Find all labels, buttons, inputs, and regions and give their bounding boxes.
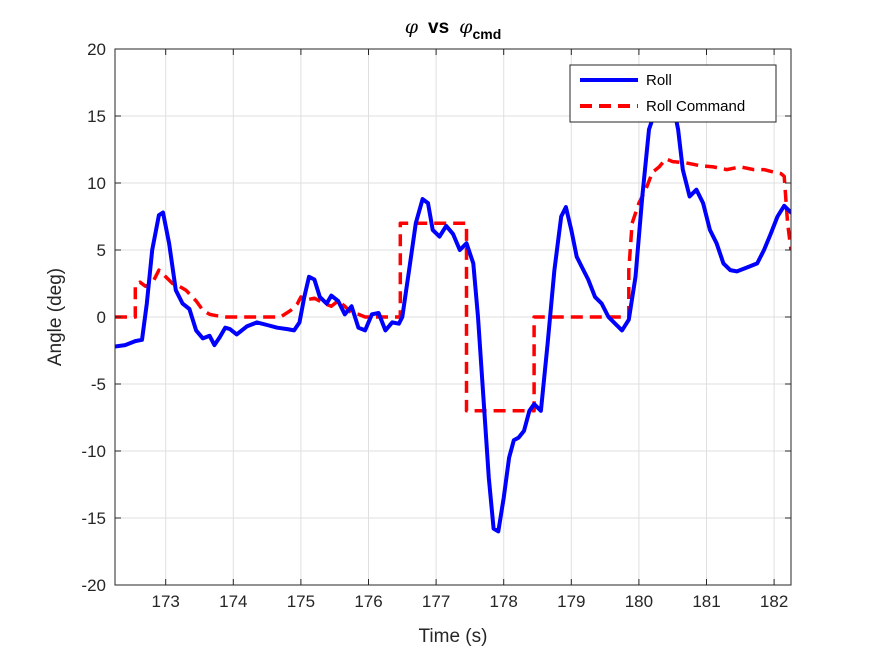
series-line-roll-command <box>115 157 791 413</box>
x-tick-label: 181 <box>692 592 720 611</box>
legend-label-roll: Roll <box>646 72 672 89</box>
y-tick-label: 10 <box>87 174 106 193</box>
legend-box <box>569 64 777 123</box>
title-subscript: cmd <box>472 26 501 42</box>
legend: Roll Roll Command <box>569 64 777 123</box>
y-tick-label: -20 <box>81 576 106 595</box>
y-tick-label: 20 <box>87 40 106 59</box>
y-tick-label: -5 <box>91 375 106 394</box>
x-tick-label: 182 <box>760 592 788 611</box>
x-tick-label: 179 <box>557 592 585 611</box>
y-tick-label: -15 <box>81 509 106 528</box>
x-tick-label: 177 <box>422 592 450 611</box>
title-vs: vs <box>428 17 449 38</box>
y-tick-label: -10 <box>81 442 106 461</box>
y-tick-label: 0 <box>97 308 106 327</box>
x-tick-label: 174 <box>219 592 247 611</box>
x-tick-label: 176 <box>354 592 382 611</box>
legend-label-roll-command: Roll Command <box>646 98 745 115</box>
x-tick-label: 180 <box>625 592 653 611</box>
x-tick-label: 173 <box>152 592 180 611</box>
x-tick-label: 175 <box>287 592 315 611</box>
y-tick-label: 5 <box>97 241 106 260</box>
x-tick-label: 178 <box>490 592 518 611</box>
x-axis-label: Time (s) <box>419 626 488 647</box>
title-symbol-phi-cmd: φ <box>459 16 473 38</box>
chart-title: φ vs φcmd <box>405 16 502 42</box>
y-axis-label: Angle (deg) <box>45 268 66 366</box>
y-tick-label: 15 <box>87 107 106 126</box>
ticks: 173 174 175 176 177 178 179 180 181 182 -20 -15 -10 -… <box>81 40 791 611</box>
title-symbol-phi: φ <box>405 16 419 38</box>
